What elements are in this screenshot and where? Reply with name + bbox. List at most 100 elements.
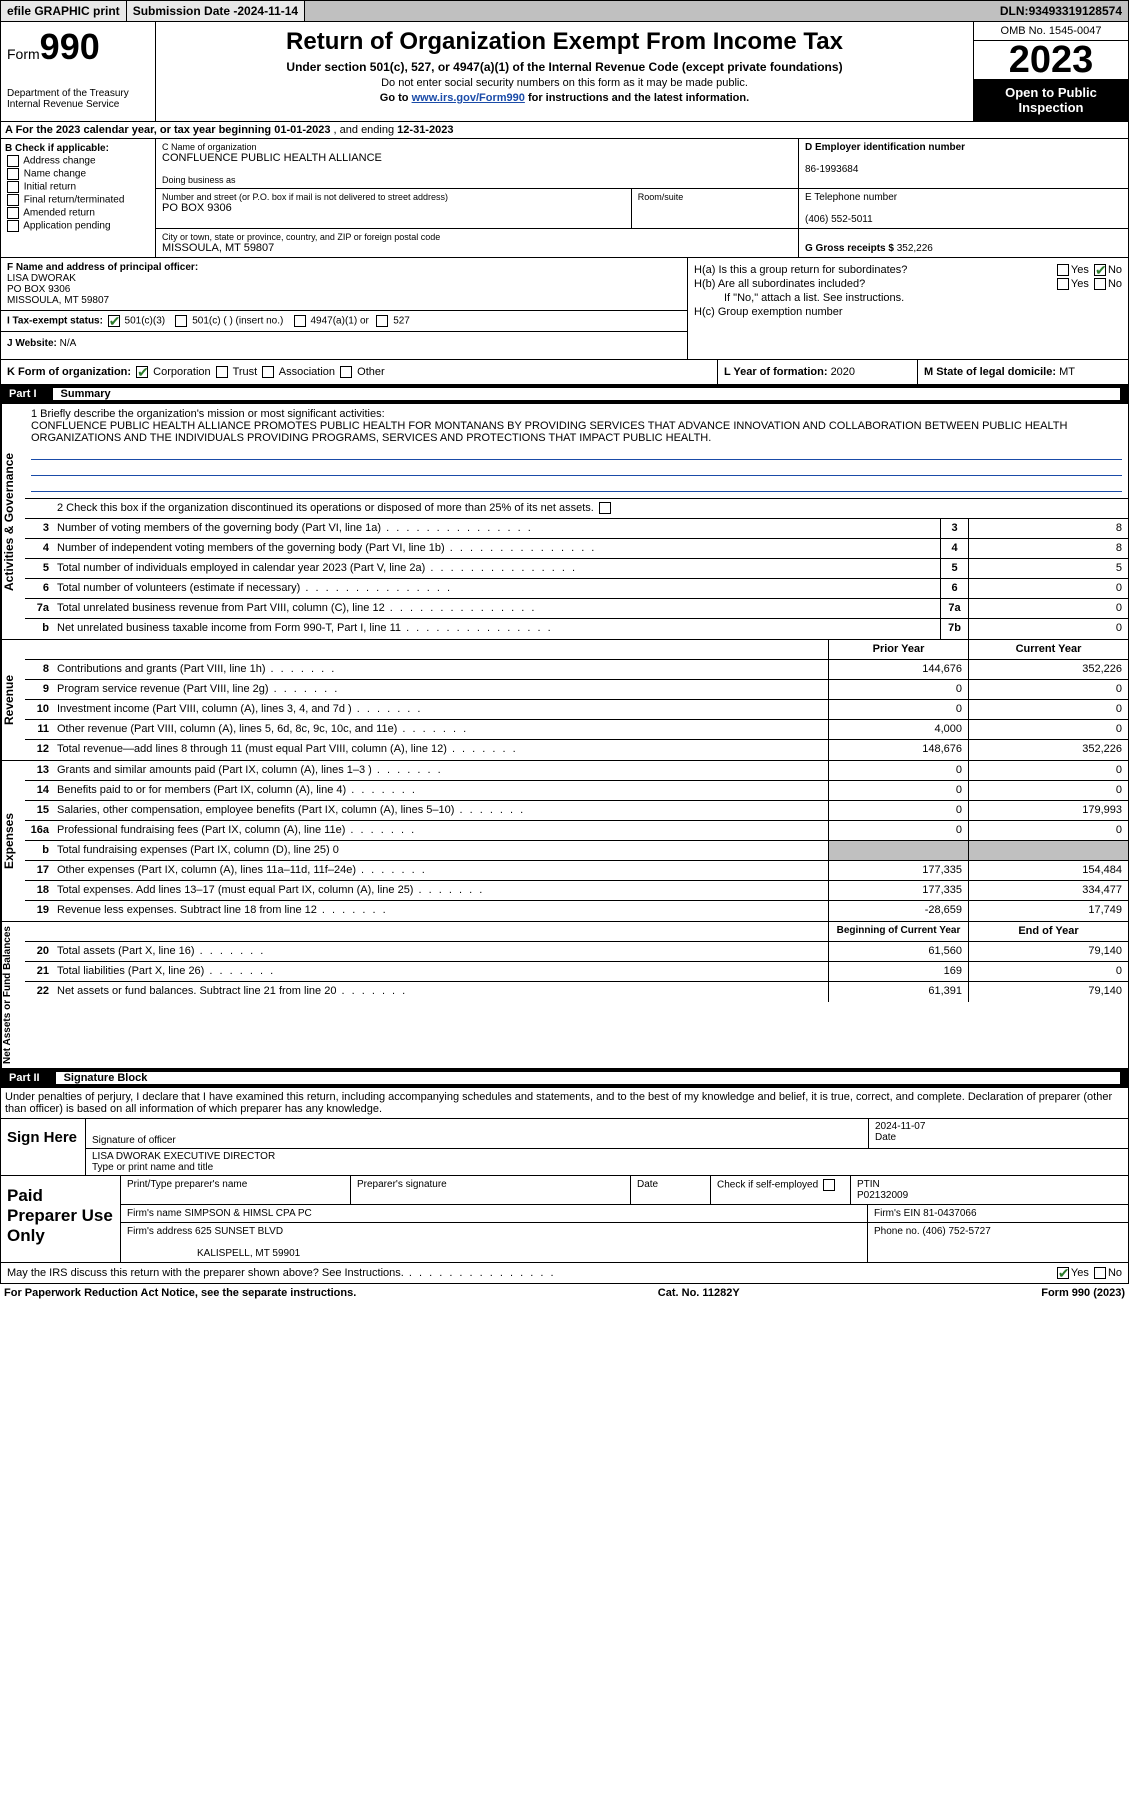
net-desc: Total assets (Part X, line 16) — [53, 942, 828, 961]
rev-num: 10 — [25, 700, 53, 719]
gov-box: 5 — [940, 559, 968, 578]
chk-initial-return[interactable]: Initial return — [5, 181, 151, 193]
goto-link[interactable]: www.irs.gov/Form990 — [412, 92, 525, 104]
ha-yes[interactable] — [1057, 264, 1069, 276]
exp-prior: 0 — [828, 781, 968, 800]
website-value: N/A — [60, 338, 77, 349]
netassets-section: Net Assets or Fund Balances Beginning of… — [0, 922, 1129, 1069]
rule-3 — [31, 478, 1122, 492]
sign-block: Sign Here Signature of officer 2024-11-0… — [0, 1119, 1129, 1176]
rev-curr: 0 — [968, 680, 1128, 699]
chk-final-return[interactable]: Final return/terminated — [5, 194, 151, 206]
chk-501c[interactable] — [175, 315, 187, 327]
netassets-body: Beginning of Current Year End of Year 20… — [25, 922, 1128, 1068]
gov-line-4: 4Number of independent voting members of… — [25, 539, 1128, 559]
net-end: 0 — [968, 962, 1128, 981]
gross-cell: G Gross receipts $ 352,226 — [798, 229, 1128, 257]
chk-4947[interactable] — [294, 315, 306, 327]
chk-final-return-label: Final return/terminated — [24, 195, 125, 206]
sign-right: Signature of officer 2024-11-07 Date LIS… — [86, 1119, 1128, 1175]
exp-desc: Benefits paid to or for members (Part IX… — [53, 781, 828, 800]
exp-prior — [828, 841, 968, 860]
governance-body: 1 Briefly describe the organization's mi… — [25, 404, 1128, 639]
discuss-yes[interactable] — [1057, 1267, 1069, 1279]
k-form-org: K Form of organization: Corporation Trus… — [1, 360, 718, 384]
preparer-block: Paid Preparer Use Only Print/Type prepar… — [0, 1176, 1129, 1263]
gov-box: 7b — [940, 619, 968, 639]
exp-curr: 0 — [968, 781, 1128, 800]
chk-name-change[interactable]: Name change — [5, 168, 151, 180]
header-right: OMB No. 1545-0047 2023 Open to Public In… — [973, 22, 1128, 121]
website-label: J Website: — [7, 338, 60, 349]
form-number: Form990 — [7, 26, 149, 68]
part2-header: Part II Signature Block — [0, 1069, 1129, 1088]
gov-val: 0 — [968, 619, 1128, 639]
gov-val: 0 — [968, 579, 1128, 598]
l-label: L Year of formation: — [724, 366, 831, 378]
line-2: 2 Check this box if the organization dis… — [25, 499, 1128, 519]
gov-num: 3 — [25, 519, 53, 538]
m-label: M State of legal domicile: — [924, 366, 1059, 378]
exp-num: 14 — [25, 781, 53, 800]
sig-name-value: LISA DWORAK EXECUTIVE DIRECTOR — [92, 1151, 1122, 1162]
form-word: Form — [7, 46, 40, 62]
gov-line-b: bNet unrelated business taxable income f… — [25, 619, 1128, 639]
expenses-body: 13Grants and similar amounts paid (Part … — [25, 761, 1128, 921]
street-cell: Number and street (or P.O. box if mail i… — [156, 189, 631, 228]
chk-address-change[interactable]: Address change — [5, 155, 151, 167]
hb-yes[interactable] — [1057, 278, 1069, 290]
firm-addr-cell: Firm's address 625 SUNSET BLVD KALISPELL… — [121, 1223, 868, 1262]
exp-prior: 177,335 — [828, 861, 968, 880]
current-year-header: Current Year — [968, 640, 1128, 659]
firm-addr-label: Firm's address — [127, 1226, 195, 1237]
officer-street: PO BOX 9306 — [7, 284, 70, 295]
ha-no[interactable] — [1094, 264, 1106, 276]
city-label: City or town, state or province, country… — [162, 232, 792, 242]
dba-label: Doing business as — [162, 175, 792, 185]
chk-other[interactable] — [340, 366, 352, 378]
netassets-header-row: Beginning of Current Year End of Year — [25, 922, 1128, 942]
chk-discontinued[interactable] — [599, 502, 611, 514]
efile-print-button[interactable]: efile GRAPHIC print — [1, 1, 127, 21]
chk-self-employed[interactable] — [823, 1179, 835, 1191]
sig-date-value: 2024-11-07 — [875, 1121, 1122, 1132]
org-name-cell: C Name of organization CONFLUENCE PUBLIC… — [156, 139, 798, 188]
exp-desc: Revenue less expenses. Subtract line 18 … — [53, 901, 828, 921]
chk-trust[interactable] — [216, 366, 228, 378]
gov-desc: Number of independent voting members of … — [53, 539, 940, 558]
chk-amended-return[interactable]: Amended return — [5, 207, 151, 219]
rule-1 — [31, 446, 1122, 460]
chk-corporation[interactable] — [136, 366, 148, 378]
rev-desc: Investment income (Part VIII, column (A)… — [53, 700, 828, 719]
rule-2 — [31, 462, 1122, 476]
page-footer: For Paperwork Reduction Act Notice, see … — [0, 1284, 1129, 1302]
firm-addr2: KALISPELL, MT 59901 — [127, 1248, 300, 1259]
exp-curr — [968, 841, 1128, 860]
chk-association[interactable] — [262, 366, 274, 378]
subdate-label: Submission Date - — [133, 4, 238, 18]
hb-no[interactable] — [1094, 278, 1106, 290]
exp-line-15: 15Salaries, other compensation, employee… — [25, 801, 1128, 821]
sig-date-cell: 2024-11-07 Date — [868, 1119, 1128, 1148]
chk-527[interactable] — [376, 315, 388, 327]
rev-prior: 4,000 — [828, 720, 968, 739]
chk-application-pending[interactable]: Application pending — [5, 220, 151, 232]
topbar: efile GRAPHIC print Submission Date - 20… — [0, 0, 1129, 22]
rev-desc: Contributions and grants (Part VIII, lin… — [53, 660, 828, 679]
discuss-no-label: No — [1108, 1267, 1122, 1279]
dln: DLN: 93493319128574 — [994, 1, 1128, 21]
discuss-text: May the IRS discuss this return with the… — [7, 1267, 1055, 1279]
part1-title: Summary — [53, 388, 1120, 400]
col-cde: C Name of organization CONFLUENCE PUBLIC… — [156, 139, 1128, 257]
chk-address-change-label: Address change — [23, 156, 95, 167]
revenue-section: Revenue Prior Year Current Year 8Contrib… — [0, 640, 1129, 761]
line-2-num — [25, 499, 53, 518]
ha-yes-label: Yes — [1071, 264, 1089, 276]
sig-name-label: Type or print name and title — [92, 1162, 1122, 1173]
discuss-no[interactable] — [1094, 1267, 1106, 1279]
discuss-yes-label: Yes — [1071, 1267, 1089, 1279]
chk-501c3[interactable] — [108, 315, 120, 327]
discuss-row: May the IRS discuss this return with the… — [0, 1263, 1129, 1284]
gov-val: 8 — [968, 539, 1128, 558]
opt-527: 527 — [393, 316, 410, 327]
